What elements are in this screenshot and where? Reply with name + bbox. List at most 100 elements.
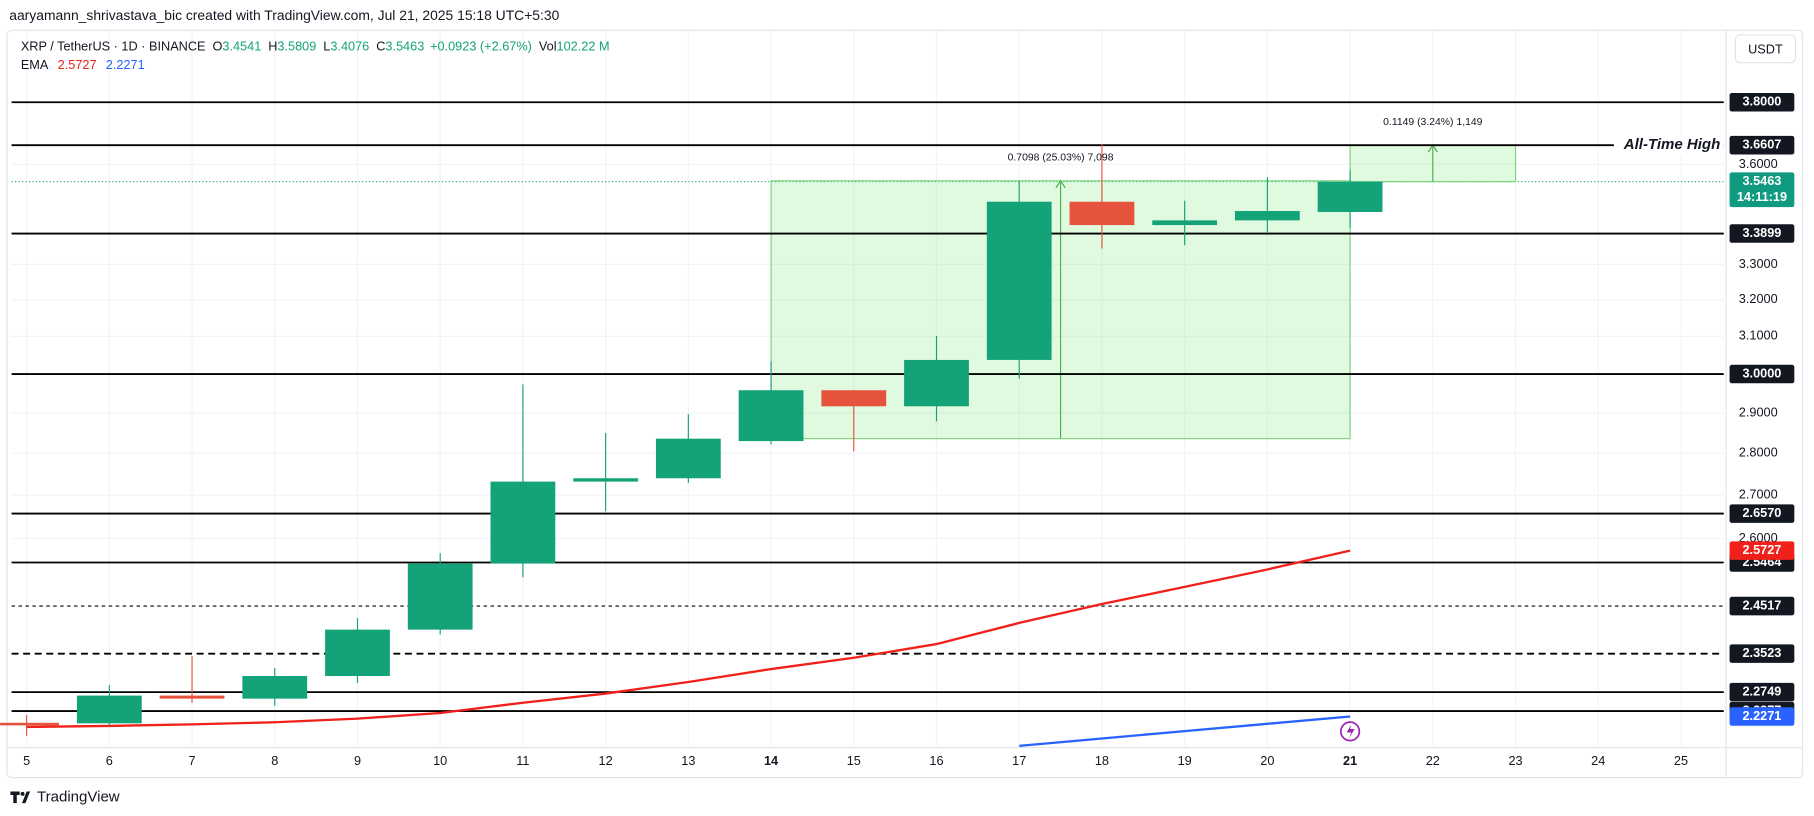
chart-frame (6, 29, 1804, 779)
candle-body (159, 695, 225, 699)
legend-key: O (212, 39, 222, 54)
x-tick-label: 19 (1178, 753, 1192, 768)
price-tag-label: 3.3899 (1742, 225, 1781, 240)
measure-arrowhead (1055, 179, 1066, 189)
x-tick-label: 24 (1591, 753, 1605, 768)
x-tick-label: 7 (189, 753, 196, 768)
price-tag (1729, 644, 1795, 663)
y-tick-label: 2.8000 (1739, 445, 1778, 460)
x-tick-label: 6 (106, 753, 113, 768)
legend-value: 3.4541 (222, 39, 261, 54)
price-tag (1729, 135, 1795, 155)
price-tag (1729, 224, 1795, 243)
candle-body (1152, 220, 1218, 226)
ema-value: 2.5727 (58, 57, 97, 72)
y-tick-label: 3.6000 (1739, 156, 1778, 171)
x-tick-label: 21 (1343, 753, 1357, 768)
candle-body (0, 722, 60, 726)
x-tick-label: 5 (23, 753, 30, 768)
price-tag (1729, 596, 1795, 616)
price-tag (1729, 364, 1795, 384)
annotation-bg (1613, 135, 1724, 155)
y-tick-label: 3.2000 (1739, 291, 1778, 306)
price-tag (1729, 504, 1795, 523)
price-tag-label: 2.2749 (1742, 683, 1781, 698)
x-tick-label: 25 (1674, 753, 1688, 768)
candle-body (738, 390, 804, 442)
x-tick-label: 22 (1426, 753, 1440, 768)
x-tick-label: 18 (1095, 753, 1109, 768)
candle-body (1317, 181, 1383, 212)
candle-body (821, 390, 887, 407)
x-tick-label: 12 (599, 753, 613, 768)
candle-body (242, 676, 308, 699)
x-tick-label: 16 (929, 753, 943, 768)
legend: XRP / TetherUS · 1D · BINANCE O3.4541 H3.5… (21, 39, 610, 54)
ema-tag (1729, 707, 1795, 726)
x-tick-label: 17 (1012, 753, 1026, 768)
candle-body (490, 481, 556, 564)
price-tag-label: 3.0000 (1742, 365, 1781, 380)
price-tag-label: 2.6570 (1742, 505, 1781, 520)
x-tick-label: 10 (433, 753, 447, 768)
countdown: 14:11:19 (1737, 189, 1787, 204)
x-tick-label: 8 (271, 753, 278, 768)
ema-line (1019, 715, 1351, 748)
price-tag-label: 3.8000 (1742, 94, 1781, 109)
x-tick-label: 13 (681, 753, 695, 768)
y-tick-label: 2.6000 (1739, 530, 1778, 545)
candle-body (1069, 201, 1135, 226)
currency[interactable]: USDT (1748, 41, 1783, 56)
candle-body (986, 201, 1052, 360)
legend-value: 3.5809 (277, 39, 316, 54)
ema-tag-label: 2.2271 (1742, 708, 1781, 723)
x-tick-label: 23 (1508, 753, 1522, 768)
ema-name: EMA (21, 57, 49, 72)
legend-key: H (268, 39, 277, 54)
brand-logo (10, 791, 31, 804)
credit: aaryamann_shrivastava_bic created with T… (9, 7, 559, 23)
ema-tag (1729, 541, 1795, 560)
candle-body (1234, 211, 1300, 221)
y-tick-label: 2.9000 (1739, 404, 1778, 419)
currency-button[interactable] (1734, 34, 1797, 64)
y-tick-label: 3.3000 (1739, 256, 1778, 271)
ema-line (26, 549, 1351, 729)
ema-tag-label: 2.5727 (1742, 542, 1781, 557)
legend-key: C (376, 39, 385, 54)
legend-key: L (323, 39, 330, 54)
legend-change: +0.0923 (+2.67%) (430, 39, 532, 54)
ema-value: 2.2271 (106, 57, 145, 72)
legend-value: 3.4076 (330, 39, 369, 54)
x-tick-label: 11 (516, 753, 529, 768)
candle-body (573, 478, 639, 482)
y-tick-label: 2.7000 (1739, 487, 1778, 502)
candle-body (325, 629, 390, 677)
event-icon-bolt (1346, 724, 1355, 739)
measure-label: 0.7098 (25.03%) 7,098 (1008, 152, 1114, 163)
y-tick-label: 3.1000 (1739, 328, 1778, 343)
x-tick-label: 14 (764, 753, 778, 768)
last-price-label: 3.5463 (1742, 173, 1781, 188)
price-tag (1729, 682, 1795, 702)
price-tag (1729, 92, 1795, 112)
x-tick-label: 20 (1260, 753, 1274, 768)
symbol: XRP / TetherUS · 1D · BINANCE (21, 39, 206, 54)
price-tag-label: 2.3523 (1742, 645, 1781, 660)
brand: TradingView (37, 788, 120, 805)
legend-key: Vol (539, 39, 557, 54)
last-price-tag (1729, 172, 1795, 208)
measure-label: 0.1149 (3.24%) 1,149 (1383, 117, 1483, 128)
candle-body (76, 695, 142, 724)
ema-legend: EMA 2.5727 2.2271 (21, 57, 145, 72)
price-tag-label: 3.6607 (1742, 137, 1781, 152)
candle-body (904, 359, 969, 407)
legend-value: 3.5463 (385, 39, 424, 54)
price-tag-label: 2.4517 (1742, 597, 1781, 612)
legend-value: 102.22 M (557, 39, 610, 54)
x-tick-label: 15 (847, 753, 861, 768)
x-tick-label: 9 (354, 753, 361, 768)
candle-body (407, 563, 473, 630)
